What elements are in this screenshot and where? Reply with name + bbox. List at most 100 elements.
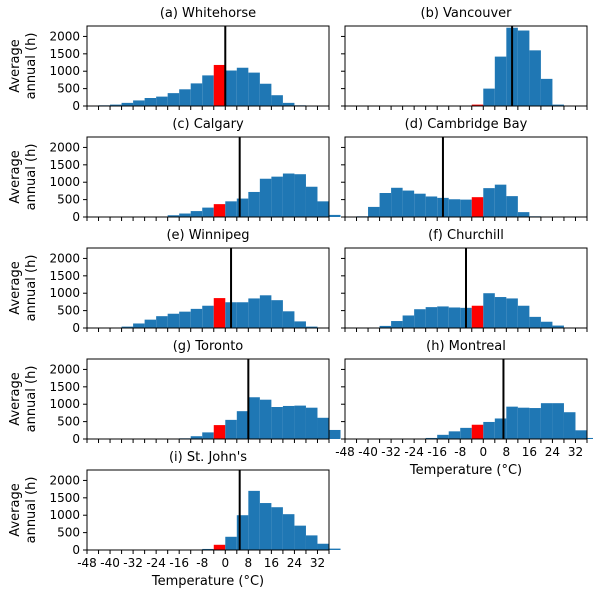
plot-frame bbox=[86, 25, 330, 107]
x-tick-label: -32 bbox=[381, 445, 401, 459]
x-tick-label: -24 bbox=[146, 556, 166, 570]
histogram-bar bbox=[271, 95, 283, 106]
histogram-bar bbox=[259, 295, 272, 328]
highlight-bar bbox=[471, 104, 484, 106]
panel-1: (a) Whitehorse 0 500 1000 1500 2000 Averageann… bbox=[8, 6, 330, 113]
histogram-bar bbox=[506, 406, 518, 439]
y-tick-label: 1000 bbox=[49, 175, 80, 189]
panel-title: (h) Montreal bbox=[426, 339, 506, 354]
histogram-bar bbox=[133, 323, 145, 328]
y-tick-label: 500 bbox=[57, 526, 80, 540]
histogram-bar bbox=[552, 325, 564, 328]
panel-title: (e) Winnipeg bbox=[166, 228, 249, 243]
x-tick-label: 32 bbox=[310, 556, 325, 570]
x-tick-label: 8 bbox=[503, 445, 511, 459]
histogram-bar bbox=[540, 403, 553, 439]
histogram-bar bbox=[437, 306, 449, 328]
histogram-bar bbox=[225, 419, 237, 439]
histogram-bar bbox=[305, 535, 318, 550]
x-tick-label: -24 bbox=[404, 445, 424, 459]
histogram-bar bbox=[167, 215, 180, 217]
histogram-bar bbox=[282, 173, 295, 217]
histogram-bar bbox=[379, 193, 392, 217]
panel-title: (d) Cambridge Bay bbox=[405, 117, 528, 132]
x-axis-label: Temperature (°C) bbox=[409, 463, 522, 478]
histogram-bar bbox=[167, 313, 180, 328]
y-tick-label: 1000 bbox=[49, 397, 80, 411]
histogram-bar bbox=[483, 293, 495, 328]
histogram-bar bbox=[110, 104, 122, 106]
y-axis-label-line: annual (h) bbox=[24, 33, 39, 100]
panel-2: (b) Vancouver bbox=[341, 6, 588, 110]
histogram-bar bbox=[517, 30, 530, 106]
histogram-bar bbox=[379, 325, 392, 328]
histogram-bar bbox=[144, 319, 157, 328]
x-tick-label: 32 bbox=[568, 445, 583, 459]
y-tick-label: 1000 bbox=[49, 64, 80, 78]
histogram-bar bbox=[294, 405, 306, 439]
y-axis-label-line: annual (h) bbox=[24, 144, 39, 211]
histogram-bar bbox=[179, 311, 191, 328]
x-tick-label: -8 bbox=[454, 445, 466, 459]
y-tick-label: 500 bbox=[57, 304, 80, 318]
histogram-bar bbox=[587, 437, 593, 439]
highlight-bar bbox=[213, 64, 226, 106]
x-tick-label: 0 bbox=[479, 445, 487, 459]
histogram-bar bbox=[529, 408, 541, 439]
histogram-bar bbox=[368, 206, 380, 217]
x-tick-label: -48 bbox=[77, 556, 97, 570]
histogram-bar bbox=[317, 201, 329, 217]
y-tick-label: 1000 bbox=[49, 286, 80, 300]
histogram-bar bbox=[133, 100, 145, 106]
histogram-bar bbox=[121, 102, 134, 106]
y-tick-label: 0 bbox=[72, 543, 80, 557]
histogram-bar bbox=[236, 67, 249, 106]
y-tick-label: 2000 bbox=[49, 140, 80, 154]
y-axis-label: Averageannual (h) bbox=[8, 255, 39, 322]
histogram-bar bbox=[391, 321, 403, 328]
x-tick-label: -40 bbox=[358, 445, 378, 459]
y-axis-label-line: annual (h) bbox=[24, 477, 39, 544]
y-axis-label-line: Average bbox=[8, 39, 23, 92]
highlight-bar bbox=[213, 425, 226, 439]
plot-frame bbox=[86, 358, 330, 440]
y-axis-label-line: annual (h) bbox=[24, 255, 39, 322]
histogram-bar bbox=[506, 298, 518, 328]
y-tick-label: 2000 bbox=[49, 362, 80, 376]
histogram-bar bbox=[202, 432, 214, 439]
histogram-bar bbox=[179, 213, 191, 217]
histogram-bar bbox=[259, 399, 272, 439]
histogram-bar bbox=[294, 525, 306, 550]
histogram-bar bbox=[156, 316, 168, 328]
x-tick-label: -16 bbox=[169, 556, 189, 570]
plot-frame bbox=[344, 25, 588, 107]
highlight-bar bbox=[213, 204, 226, 217]
y-axis-label-line: annual (h) bbox=[24, 366, 39, 433]
panel-7: (g) Toronto 0 500 1000 1500 2000 Averageannual… bbox=[8, 339, 341, 446]
histogram-bar bbox=[552, 403, 564, 439]
histogram-bar bbox=[248, 397, 260, 439]
histogram-bar bbox=[494, 418, 507, 439]
histogram-bar bbox=[282, 405, 295, 439]
histogram-bar bbox=[552, 104, 564, 106]
histogram-bar bbox=[248, 490, 260, 550]
histogram-bar bbox=[225, 536, 237, 550]
histogram-bar bbox=[179, 89, 191, 106]
histogram-bar bbox=[448, 199, 461, 217]
histogram-bar bbox=[190, 436, 203, 439]
histogram-bar bbox=[305, 186, 318, 217]
histogram-bar bbox=[529, 50, 541, 106]
histogram-bar bbox=[190, 83, 203, 106]
histogram-bar bbox=[271, 176, 283, 217]
x-tick-label: -8 bbox=[196, 556, 208, 570]
plot-frame bbox=[86, 469, 330, 551]
histogram-bar bbox=[225, 201, 237, 217]
y-tick-label: 500 bbox=[57, 82, 80, 96]
histogram-bar bbox=[460, 199, 472, 217]
histogram-bar bbox=[282, 102, 295, 106]
histogram-bar bbox=[494, 184, 507, 217]
panel-4: (d) Cambridge Bay bbox=[341, 117, 588, 221]
y-tick-label: 1000 bbox=[49, 508, 80, 522]
